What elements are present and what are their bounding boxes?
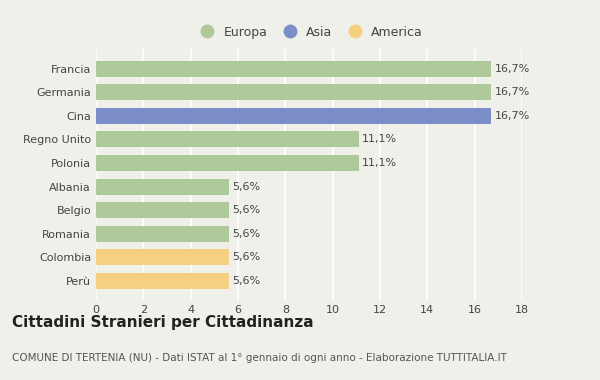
Bar bbox=[96, 84, 491, 100]
Bar bbox=[96, 273, 229, 289]
Bar bbox=[96, 108, 491, 124]
Legend: Europa, Asia, America: Europa, Asia, America bbox=[190, 21, 428, 44]
Text: 16,7%: 16,7% bbox=[495, 64, 530, 74]
Bar bbox=[96, 249, 229, 265]
Text: 5,6%: 5,6% bbox=[232, 182, 260, 192]
Bar bbox=[96, 155, 359, 171]
Text: 5,6%: 5,6% bbox=[232, 229, 260, 239]
Text: 5,6%: 5,6% bbox=[232, 276, 260, 286]
Text: COMUNE DI TERTENIA (NU) - Dati ISTAT al 1° gennaio di ogni anno - Elaborazione T: COMUNE DI TERTENIA (NU) - Dati ISTAT al … bbox=[12, 353, 507, 363]
Text: 11,1%: 11,1% bbox=[362, 158, 397, 168]
Bar bbox=[96, 202, 229, 218]
Bar bbox=[96, 179, 229, 195]
Bar bbox=[96, 226, 229, 242]
Text: 5,6%: 5,6% bbox=[232, 205, 260, 215]
Text: 16,7%: 16,7% bbox=[495, 87, 530, 97]
Text: Cittadini Stranieri per Cittadinanza: Cittadini Stranieri per Cittadinanza bbox=[12, 315, 314, 330]
Text: 16,7%: 16,7% bbox=[495, 111, 530, 121]
Bar bbox=[96, 61, 491, 77]
Bar bbox=[96, 131, 359, 147]
Text: 11,1%: 11,1% bbox=[362, 135, 397, 144]
Text: 5,6%: 5,6% bbox=[232, 252, 260, 262]
